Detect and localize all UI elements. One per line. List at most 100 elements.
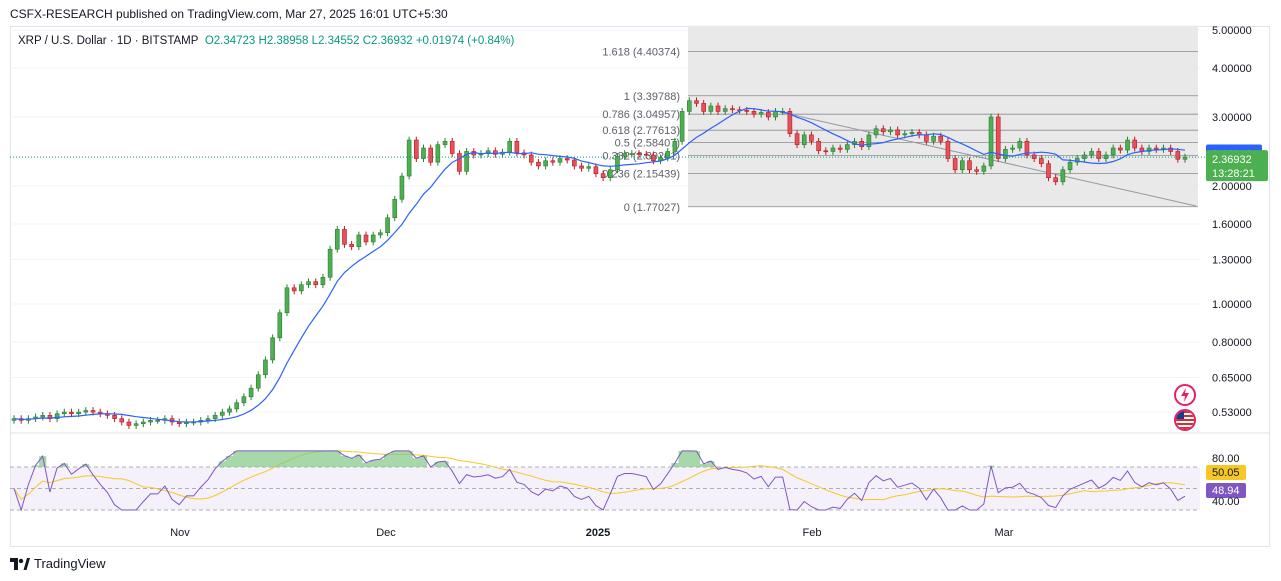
- candle: [1132, 136, 1138, 152]
- price-axis-label: 1.60000: [1212, 219, 1252, 231]
- candle-body: [636, 153, 642, 155]
- rsi-ma-line: [13, 450, 1186, 501]
- candle-body: [406, 139, 412, 177]
- candle: [730, 105, 735, 114]
- candle: [1146, 144, 1152, 155]
- candle-body: [1132, 139, 1138, 149]
- candle: [687, 97, 692, 115]
- candle-body: [1060, 169, 1066, 183]
- candle-body: [69, 411, 74, 415]
- candle: [133, 420, 139, 429]
- candle: [1017, 137, 1023, 152]
- candle-body: [320, 276, 326, 286]
- price-axis-label: 5.00000: [1212, 25, 1252, 37]
- candle-body: [428, 147, 433, 163]
- candle: [33, 413, 38, 423]
- time-axis-label: Dec: [376, 527, 396, 539]
- moving-average-line: [13, 107, 1186, 423]
- candle: [550, 157, 556, 166]
- candle-body: [277, 312, 283, 339]
- candle-body: [1110, 147, 1116, 156]
- candle-body: [837, 147, 843, 150]
- candle: [593, 163, 599, 178]
- price-axis-label: 0.53000: [1212, 407, 1252, 419]
- candle: [334, 226, 340, 253]
- candle-body: [220, 411, 225, 416]
- candle-body: [133, 423, 139, 426]
- candle-body: [564, 158, 570, 161]
- candle: [1039, 155, 1044, 168]
- candle: [1046, 160, 1051, 182]
- candle: [313, 278, 319, 289]
- candle: [327, 245, 333, 281]
- candle: [945, 137, 951, 162]
- candle: [363, 231, 369, 246]
- rsi-line: [13, 450, 1186, 512]
- candle-body: [514, 141, 520, 154]
- candle-body: [291, 287, 297, 292]
- candle: [845, 141, 850, 153]
- candle: [1089, 148, 1094, 159]
- rsi-ma-value: 50.05: [1212, 467, 1240, 479]
- candle-body: [1024, 141, 1030, 156]
- candle-body: [90, 410, 96, 413]
- candle-body: [1153, 147, 1159, 150]
- candle-body: [449, 141, 455, 154]
- candle-body: [141, 421, 146, 425]
- candle: [758, 109, 764, 118]
- candle-body: [866, 134, 872, 147]
- flash-icon[interactable]: [1174, 384, 1196, 406]
- candle: [442, 137, 448, 149]
- candle-body: [241, 396, 247, 404]
- candle: [141, 418, 146, 428]
- candle-body: [507, 141, 512, 153]
- candle: [320, 273, 326, 289]
- candle: [241, 393, 247, 407]
- price-axis-label: 3.00000: [1212, 112, 1252, 124]
- candle: [801, 131, 807, 149]
- candle: [967, 157, 972, 174]
- candle-body: [1125, 139, 1130, 151]
- time-axis-label: 2025: [586, 527, 610, 539]
- candle-body: [263, 359, 268, 376]
- candle-body: [607, 169, 613, 178]
- candle-body: [651, 154, 656, 162]
- candle: [349, 240, 354, 251]
- candle-body: [1031, 154, 1037, 159]
- time-axis-label: Mar: [995, 527, 1014, 539]
- rsi-axis-label: 80.00: [1212, 453, 1240, 465]
- tradingview-branding[interactable]: TradingView: [10, 556, 106, 571]
- candle: [263, 356, 268, 379]
- candle-body: [457, 153, 462, 172]
- candle-body: [1182, 156, 1188, 160]
- candle-body: [284, 287, 290, 314]
- candle: [787, 108, 793, 138]
- candle: [952, 155, 958, 174]
- publisher-line: CSFX-RESEARCH published on TradingView.c…: [10, 7, 448, 21]
- candle: [586, 163, 592, 172]
- time-axis-label: Feb: [803, 527, 822, 539]
- candle-body: [981, 165, 987, 172]
- candle: [837, 144, 843, 153]
- candle-body: [672, 141, 678, 152]
- candle-body: [1175, 151, 1181, 160]
- fib-level-label: 0.236 (2.15439): [602, 168, 680, 180]
- fib-level-label: 1.618 (4.40374): [602, 47, 680, 59]
- candle: [428, 144, 433, 166]
- price-axis-label: 1.00000: [1212, 299, 1252, 311]
- candle-body: [758, 112, 764, 115]
- candle-body: [112, 415, 117, 419]
- candle-body: [119, 418, 125, 423]
- candle: [277, 309, 283, 342]
- fib-level-label: 1 (3.39788): [624, 91, 680, 103]
- candle: [270, 334, 275, 364]
- candle: [493, 147, 498, 158]
- candle: [600, 170, 606, 182]
- us-flag-icon[interactable]: [1174, 409, 1196, 431]
- candle-body: [392, 198, 398, 219]
- candle: [1024, 137, 1030, 159]
- candle-body: [809, 134, 814, 142]
- candle-body: [794, 133, 800, 145]
- candle: [895, 126, 900, 139]
